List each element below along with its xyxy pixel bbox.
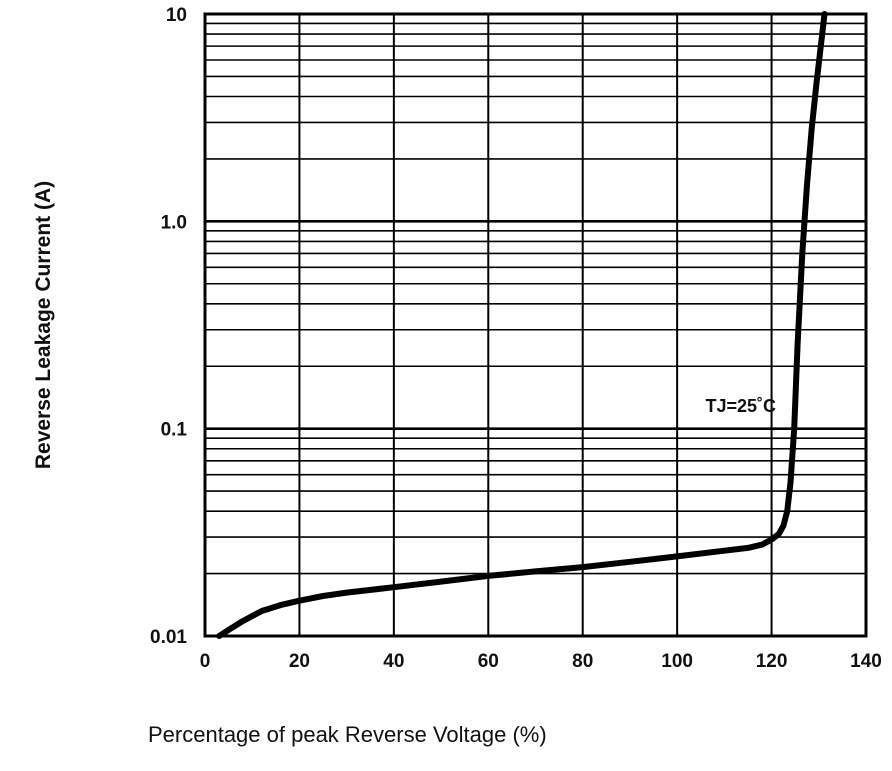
x-tick-label: 40 xyxy=(383,651,404,672)
y-tick-label: 10 xyxy=(166,5,187,26)
x-tick-label: 60 xyxy=(478,651,499,672)
major-gridlines xyxy=(205,14,866,636)
x-tick-label: 100 xyxy=(661,651,693,672)
x-tick-label: 140 xyxy=(850,651,882,672)
y-axis-label: Reverse Leakage Current (A) xyxy=(32,181,55,469)
minor-gridlines xyxy=(205,22,866,575)
plot-frame xyxy=(203,12,868,638)
y-tick-label: 1.0 xyxy=(161,212,187,233)
temperature-annotation: TJ=25˚C xyxy=(705,396,776,416)
x-tick-label: 0 xyxy=(200,651,211,672)
y-tick-labels: 0.01 0.1 1.0 10 xyxy=(150,5,187,648)
x-tick-labels: 0 20 40 60 80 100 120 140 xyxy=(200,651,882,672)
y-tick-label: 0.01 xyxy=(150,627,187,648)
series-line xyxy=(216,11,828,639)
x-tick-label: 80 xyxy=(572,651,593,672)
x-axis-label: Percentage of peak Reverse Voltage (%) xyxy=(148,722,547,747)
y-tick-label: 0.1 xyxy=(161,420,188,441)
x-tick-label: 20 xyxy=(289,651,310,672)
x-tick-label: 120 xyxy=(756,651,788,672)
